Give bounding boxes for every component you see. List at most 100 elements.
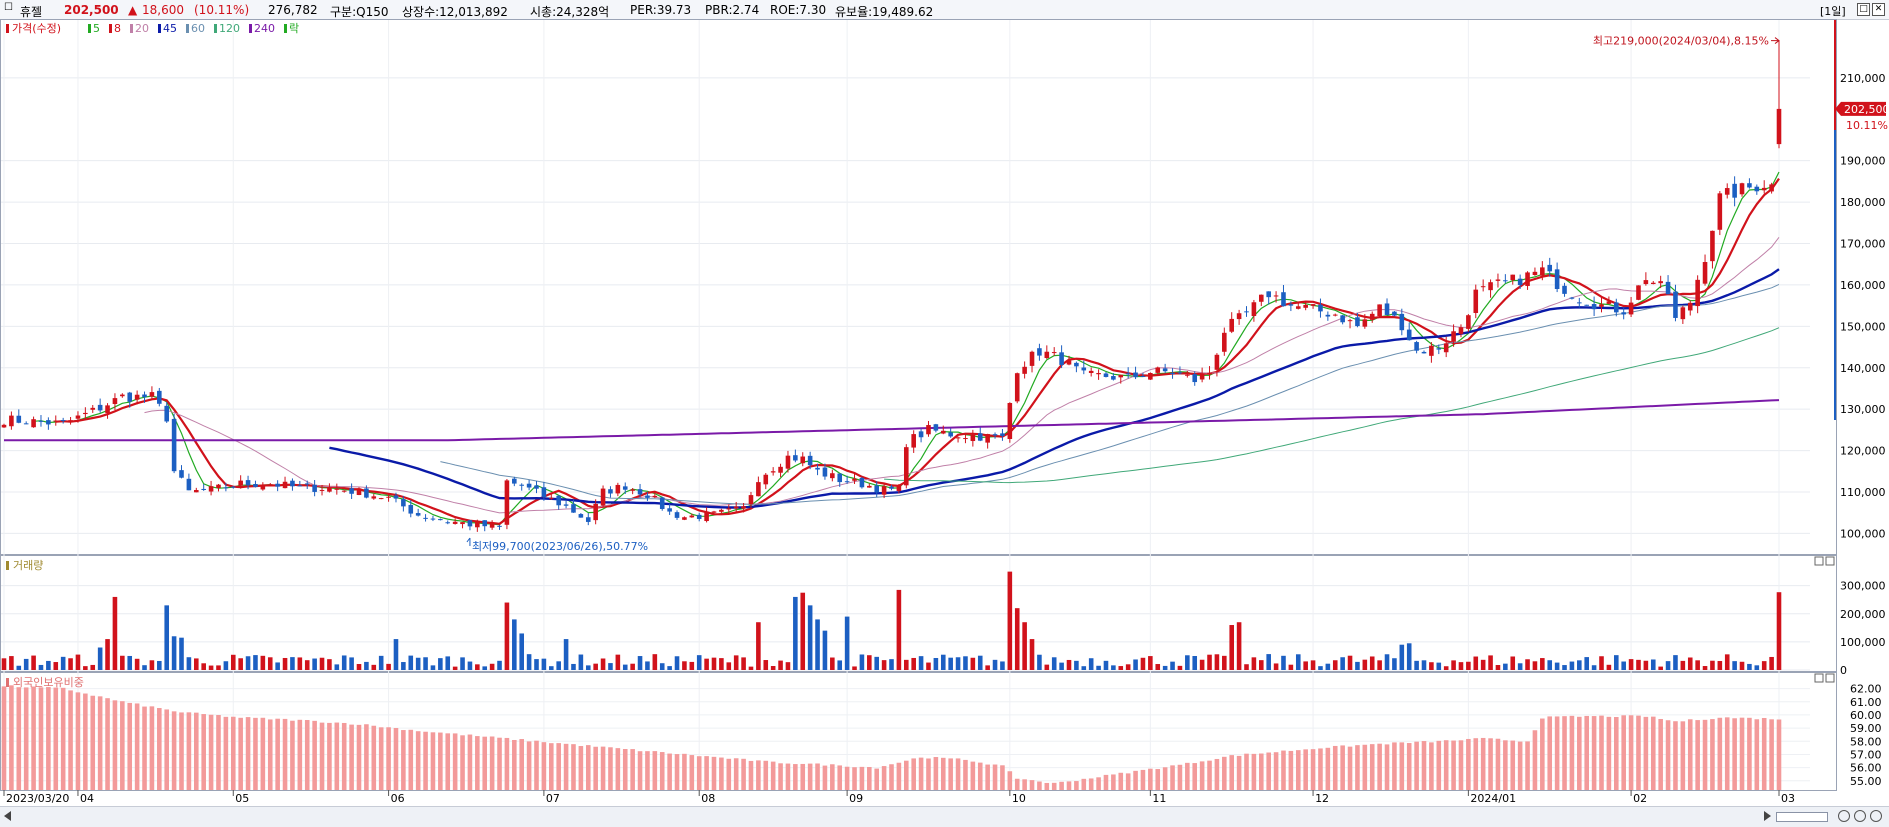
market-cap: 시총:24,328억: [530, 5, 610, 19]
scroll-bar[interactable]: [1776, 812, 1828, 822]
foreign-panel-close-icon[interactable]: [1825, 673, 1835, 683]
candle-body: [1547, 264, 1553, 272]
volume-bar: [1613, 655, 1619, 670]
volume-bar: [401, 662, 406, 670]
volume-panel-close-icon[interactable]: [1825, 556, 1835, 566]
zoom-in-icon[interactable]: [1854, 810, 1866, 822]
candle-body: [970, 434, 976, 442]
ma-legend-swatch: [214, 24, 217, 33]
volume-bar: [852, 666, 857, 670]
candle-body: [1702, 262, 1708, 284]
candle-body: [1318, 304, 1323, 312]
candle-body: [822, 467, 828, 477]
stock-name[interactable]: 휴젤: [20, 5, 43, 19]
foreign-ratio-bar: [1488, 738, 1493, 790]
volume-bar: [1199, 659, 1205, 670]
foreign-ratio-bar: [1244, 753, 1249, 790]
candle-body: [741, 506, 746, 509]
foreign-panel-max-icon[interactable]: [1814, 673, 1824, 683]
candle-body: [593, 503, 598, 521]
volume-bar: [719, 658, 724, 670]
volume-bar: [1192, 656, 1198, 670]
foreign-ratio-bar: [1443, 740, 1449, 790]
candle-body: [1458, 327, 1464, 334]
volume-bar: [1636, 659, 1641, 670]
foreign-ratio-bar: [1732, 718, 1737, 790]
volume-bar: [327, 659, 332, 670]
foreign-ratio-bar: [467, 734, 473, 790]
foreign-ratio-bar: [179, 712, 184, 790]
foreign-ratio-bar: [1207, 760, 1212, 790]
candle-body: [1088, 370, 1094, 373]
volume-bar: [1458, 662, 1464, 670]
period-selector[interactable]: [1일]: [1820, 5, 1846, 18]
volume-bar: [1332, 660, 1338, 670]
foreign-ratio-bar: [208, 714, 214, 790]
foreign-ratio-bar: [1436, 740, 1442, 790]
foreign-ratio-bar: [1369, 744, 1375, 790]
foreign-ratio-bar: [482, 736, 488, 790]
candle-body: [245, 480, 251, 486]
stock-info-bar: ☐ 휴젤 202,500 ▲ 18,600 (10.11%) 276,782 구…: [0, 0, 1889, 20]
candle-body: [1488, 282, 1493, 291]
candle-body: [371, 496, 377, 499]
foreign-ratio-bar: [1769, 719, 1774, 790]
foreign-ratio-bar: [785, 763, 791, 790]
volume-bar: [134, 658, 140, 670]
foreign-ratio-bar: [1318, 748, 1323, 790]
per-value: PER:39.73: [630, 3, 692, 17]
candle-body: [1636, 285, 1641, 300]
foreign-ratio-bar: [475, 736, 480, 790]
foreign-ratio-bar: [578, 746, 584, 790]
candle-body: [1429, 345, 1434, 356]
foreign-ratio-bar: [1281, 750, 1286, 790]
candle-body: [334, 488, 340, 490]
volume-bar: [1584, 657, 1590, 670]
candle-body: [31, 419, 36, 428]
foreign-ratio-bar: [815, 763, 820, 790]
volume-bar: [1037, 654, 1042, 670]
foreign-legend: 외국인보유비중: [6, 676, 84, 689]
scroll-left-icon[interactable]: [4, 811, 11, 821]
volume-bar: [585, 665, 591, 670]
zoom-reset-icon[interactable]: [1838, 810, 1850, 822]
candle-body: [1673, 291, 1678, 318]
volume-bar: [711, 657, 717, 670]
ma-legend-label: 45: [163, 22, 177, 35]
volume-bar: [1000, 661, 1005, 670]
candle-body: [216, 484, 221, 488]
candle-body: [844, 481, 850, 483]
zoom-out-icon[interactable]: [1870, 810, 1882, 822]
stock-chart[interactable]: 100,000 110,000 120,000 130,000 140,000 150,0…: [0, 0, 1889, 806]
volume-bar: [1088, 658, 1094, 670]
volume-bar: [1355, 661, 1360, 670]
volume-bar: [948, 657, 953, 670]
foreign-ratio-bar: [1761, 717, 1767, 790]
foreign-ratio-bar: [1621, 715, 1626, 790]
close-icon[interactable]: ✕: [1872, 3, 1885, 16]
stock-menu-icon[interactable]: ☐: [4, 2, 13, 13]
price-panel[interactable]: [0, 19, 1837, 555]
price-y-tick: 120,000: [1840, 445, 1886, 458]
scroll-right-icon[interactable]: [1764, 811, 1771, 821]
foreign-ratio-bar: [1155, 769, 1161, 790]
volume-panel-max-icon[interactable]: [1814, 556, 1824, 566]
candle-body: [1103, 373, 1109, 377]
price-y-tick: 190,000: [1840, 155, 1886, 168]
volume-bar: [534, 659, 539, 670]
candle-body: [53, 420, 59, 422]
volume-bar: [504, 602, 510, 670]
candle-body: [1747, 183, 1752, 188]
foreign-ratio-bar: [1288, 750, 1294, 790]
volume-bar: [208, 665, 214, 670]
foreign-ratio-bar: [9, 685, 14, 790]
candle-body: [1000, 433, 1005, 436]
volume-y-tick: 300,000: [1840, 580, 1886, 593]
restore-icon[interactable]: □: [1857, 3, 1870, 16]
foreign-ratio-bar: [1096, 777, 1101, 790]
foreign-ratio-bar: [1687, 719, 1693, 790]
volume-bar: [844, 616, 850, 670]
candle-body: [748, 495, 754, 505]
candle-body: [504, 480, 510, 525]
candle-body: [1562, 285, 1567, 294]
